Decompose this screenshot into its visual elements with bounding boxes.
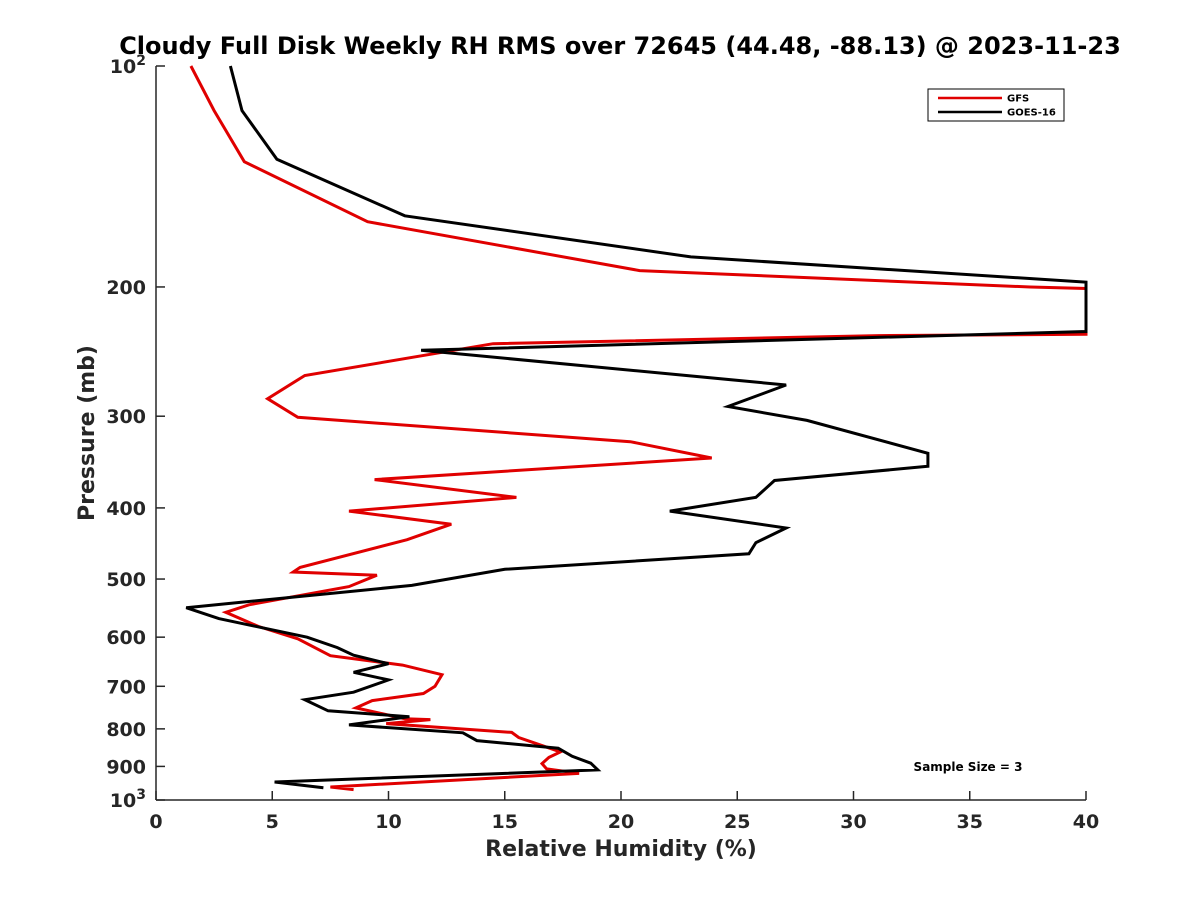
- x-tick-label: 30: [840, 811, 866, 833]
- x-tick-label: 10: [375, 811, 401, 833]
- y-axis-label: Pressure (mb): [75, 345, 100, 521]
- x-axis-label: Relative Humidity (%): [485, 837, 757, 862]
- x-tick-label: 0: [149, 811, 162, 833]
- y-tick-label: 400: [106, 498, 146, 520]
- legend-box: [927, 88, 1065, 122]
- legend: GFS GOES-16: [927, 88, 1065, 122]
- x-axis-ticks: 0 5 10 15 20 25 30 35 40: [149, 791, 1099, 833]
- legend-label-gfs: GFS: [1007, 94, 1029, 105]
- series-line-goes16: [185, 65, 1088, 790]
- x-tick-label: 40: [1073, 811, 1099, 833]
- x-tick-label: 25: [724, 811, 750, 833]
- sample-size-annotation: Sample Size = 3: [914, 760, 1023, 774]
- x-tick-label: 5: [266, 811, 279, 833]
- x-tick-label: 35: [957, 811, 983, 833]
- y-tick-label: 600: [106, 627, 146, 649]
- y-tick-label: 900: [106, 756, 146, 778]
- chart-title: Cloudy Full Disk Weekly RH RMS over 7264…: [119, 32, 1121, 60]
- y-tick-label: 300: [106, 406, 146, 428]
- plot-area: 0 5 10 15 20 25 30 35 40 10220030040050060070080…: [106, 53, 1099, 833]
- y-tick-label: 500: [106, 569, 146, 591]
- y-tick-label: 700: [106, 676, 146, 698]
- legend-label-goes16: GOES-16: [1007, 108, 1056, 119]
- series-layer: [185, 65, 1088, 792]
- x-tick-label: 15: [492, 811, 518, 833]
- y-tick-label: 200: [106, 277, 146, 299]
- x-tick-label: 20: [608, 811, 634, 833]
- y-tick-label: 800: [106, 719, 146, 741]
